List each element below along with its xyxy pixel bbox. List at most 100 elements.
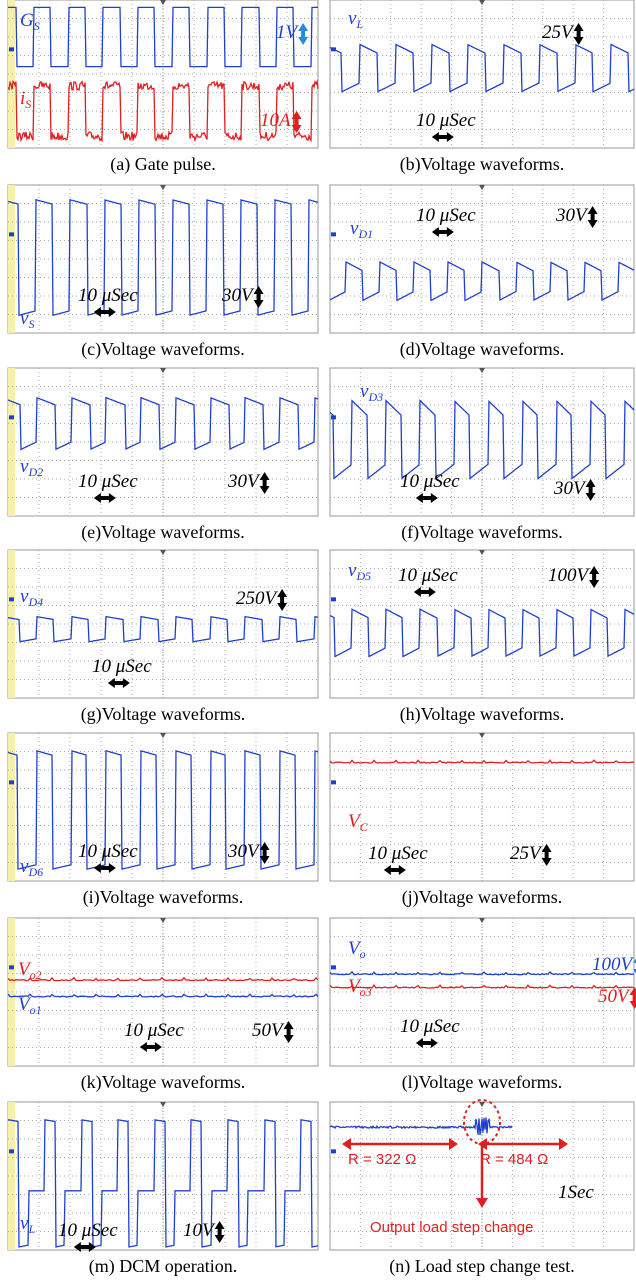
waveform-label: 25V: [510, 843, 543, 864]
label-text: 10 μSec: [398, 565, 458, 586]
label-text: 30V: [553, 478, 587, 499]
label-text: 10 μSec: [78, 471, 138, 492]
scope-strip: [8, 1102, 15, 1250]
waveform-label: 30V: [227, 471, 261, 492]
scope-frame: [8, 185, 318, 333]
scope-panel: vD510 μSec100V: [330, 550, 634, 698]
waveform-label: R = 484 Ω: [480, 1151, 548, 1168]
channel-marker: [331, 232, 336, 236]
waveform-label: 10 μSec: [368, 843, 428, 864]
label-text: 10 μSec: [400, 1016, 460, 1037]
label-text: 50V: [252, 1020, 285, 1041]
caption: (j)Voltage waveforms.: [402, 887, 563, 908]
label-subscript: o3: [360, 985, 372, 999]
label-text: 30V: [227, 841, 261, 862]
waveform-label: 10 μSec: [124, 1020, 184, 1041]
channel-marker: [9, 597, 14, 601]
scope-panel: GS1ViS10A: [8, 0, 318, 148]
scope-panel: Vo100VVo350V10 μSec: [330, 918, 636, 1066]
label-text: 10V: [183, 1220, 216, 1241]
label-subscript: S: [28, 317, 34, 331]
label-subscript: S: [34, 19, 40, 33]
label-text: 10A: [260, 110, 291, 131]
label-text: G: [20, 10, 34, 31]
scope-strip: [8, 550, 15, 698]
scope-panel: vL25V10 μSec: [330, 0, 634, 148]
label-text: R = 484 Ω: [480, 1151, 548, 1168]
caption: (h)Voltage waveforms.: [400, 704, 565, 725]
scope-frame: [8, 733, 318, 881]
caption: (f)Voltage waveforms.: [401, 522, 563, 543]
waveform-label: 100V: [548, 565, 591, 586]
caption: (b)Voltage waveforms.: [400, 154, 565, 175]
caption: (n) Load step change test.: [389, 1256, 574, 1277]
waveform-label: 50V: [598, 986, 631, 1007]
waveform-label: 10 μSec: [78, 471, 138, 492]
scope-strip: [8, 733, 15, 881]
label-text: 50V: [598, 986, 631, 1007]
waveform-label: 30V: [555, 205, 589, 226]
label-text: 25V: [510, 843, 543, 864]
label-text: 1Sec: [558, 1182, 594, 1203]
channel-marker: [9, 780, 14, 784]
label-subscript: C: [360, 820, 369, 834]
scope-strip: [8, 918, 15, 1066]
label-text: 10 μSec: [400, 471, 460, 492]
waveform-label: 1Sec: [558, 1182, 594, 1203]
label-text: 10 μSec: [58, 1220, 118, 1241]
caption: (d)Voltage waveforms.: [400, 339, 565, 360]
label-text: 100V: [548, 565, 591, 586]
waveform-label: 30V: [553, 478, 587, 499]
channel-marker: [331, 597, 336, 601]
waveform-label: 10 μSec: [92, 656, 152, 677]
label-text: 30V: [227, 471, 261, 492]
channel-marker: [331, 965, 336, 969]
waveform-label: 1V: [276, 22, 300, 43]
caption: (l)Voltage waveforms.: [402, 1072, 563, 1093]
label-text: Output load step change: [370, 1219, 533, 1236]
waveform-label: 10V: [183, 1220, 216, 1241]
label-subscript: L: [27, 1222, 35, 1236]
scope-strip: [8, 185, 15, 333]
channel-marker: [9, 47, 14, 51]
label-text: 1V: [276, 22, 300, 43]
waveform-label: 10 μSec: [416, 110, 476, 131]
scope-frame: [8, 368, 318, 516]
scope-panel: vD610 μSec30V: [8, 733, 318, 881]
waveform-label: 250V: [236, 588, 279, 609]
label-text: 30V: [555, 205, 589, 226]
scope-panel: vS10 μSec30V: [8, 185, 318, 333]
waveform-label: 10 μSec: [58, 1220, 118, 1241]
waveform-label: 50V: [252, 1020, 285, 1041]
waveform-label: 10 μSec: [400, 1016, 460, 1037]
label-subscript: D1: [357, 227, 373, 241]
label-text: 25V: [542, 22, 575, 43]
caption: (i)Voltage waveforms.: [83, 887, 244, 908]
waveform-label: Output load step change: [370, 1219, 533, 1236]
channel-marker: [331, 1149, 336, 1153]
label-text: 10 μSec: [124, 1020, 184, 1041]
waveform-label: 25V: [542, 22, 575, 43]
label-subscript: D3: [367, 390, 383, 404]
label-subscript: L: [355, 17, 363, 31]
label-subscript: o2: [30, 968, 42, 982]
scope-frame: [8, 550, 318, 698]
waveform-label: 30V: [227, 841, 261, 862]
caption: (m) DCM operation.: [89, 1256, 237, 1277]
caption: (e)Voltage waveforms.: [81, 522, 245, 543]
caption: (g)Voltage waveforms.: [81, 704, 246, 725]
channel-marker: [331, 780, 336, 784]
scope-panel: VC10 μSec25V: [330, 733, 634, 881]
scope-frame: [8, 918, 318, 1066]
caption: (a) Gate pulse.: [110, 154, 215, 175]
label-text: 10 μSec: [416, 110, 476, 131]
label-text: 30V: [221, 285, 255, 306]
waveform-label: 10 μSec: [78, 285, 138, 306]
label-subscript: S: [25, 97, 31, 111]
label-subscript: o: [360, 947, 366, 961]
label-text: R = 322 Ω: [348, 1151, 416, 1168]
